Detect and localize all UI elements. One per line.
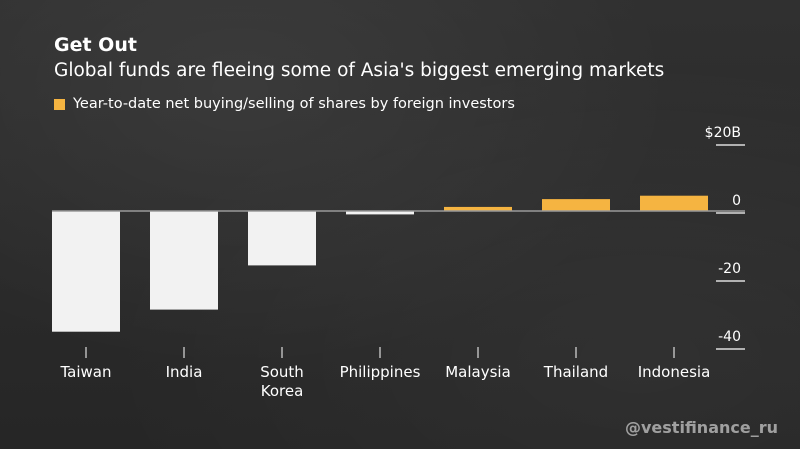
legend-swatch xyxy=(54,98,65,110)
x-tick-label-line: Philippines xyxy=(340,363,421,381)
watermark: @vestifinance_ru xyxy=(625,418,778,437)
x-tick-label: Thailand xyxy=(543,363,608,381)
bar-malaysia xyxy=(444,206,512,211)
x-tick-label-line: Malaysia xyxy=(445,363,511,381)
x-tick-label-line: Indonesia xyxy=(638,363,711,381)
bar-taiwan xyxy=(52,211,120,332)
chart-title: Get Out xyxy=(54,34,137,56)
bar-india xyxy=(150,211,218,310)
y-tick-label: $20B xyxy=(705,125,741,141)
chart-subtitle: Global funds are fleeing some of Asia's … xyxy=(54,60,665,81)
legend: Year-to-date net buying/selling of share… xyxy=(54,96,515,112)
x-tick-label: Malaysia xyxy=(445,363,511,381)
x-tick-label: South Korea xyxy=(260,363,304,400)
bar-indonesia xyxy=(640,195,708,211)
x-tick-label-line: India xyxy=(166,363,203,381)
x-tick-label: India xyxy=(166,363,203,381)
x-tick-label-line: Thailand xyxy=(543,363,608,381)
bar-south-korea xyxy=(248,211,316,266)
y-tick-label: -20 xyxy=(718,261,741,277)
bar-philippines xyxy=(346,211,414,215)
y-tick-label: -40 xyxy=(718,329,741,345)
y-tick-label: 0 xyxy=(732,193,741,209)
x-tick-label: Indonesia xyxy=(638,363,711,381)
x-tick-label-line: Taiwan xyxy=(59,363,111,381)
x-tick-label-line: South xyxy=(260,363,304,381)
x-tick-label: Philippines xyxy=(340,363,421,381)
legend-label: Year-to-date net buying/selling of share… xyxy=(73,96,515,112)
bar-thailand xyxy=(542,199,610,211)
x-tick-label-line: Korea xyxy=(261,382,304,400)
x-tick-label: Taiwan xyxy=(59,363,111,381)
